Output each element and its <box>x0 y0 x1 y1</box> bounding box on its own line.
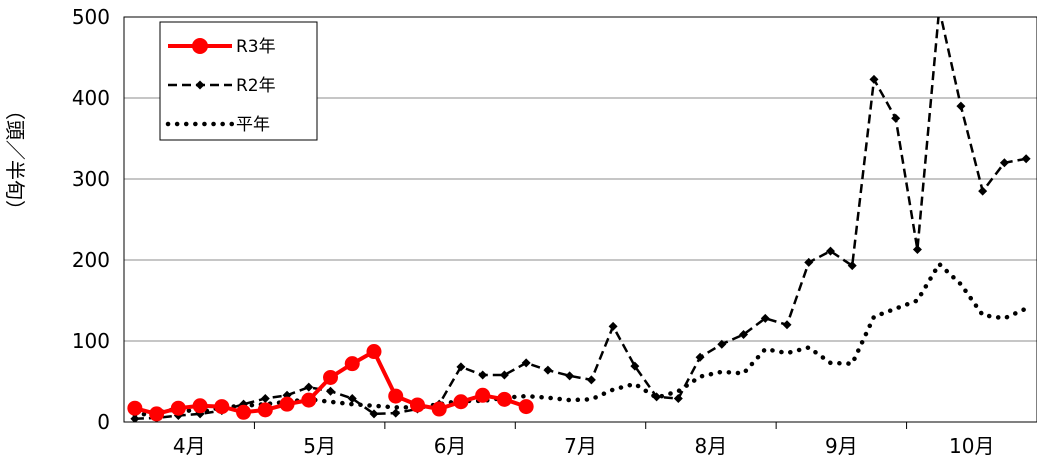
data-point <box>543 365 553 375</box>
plot-frame <box>123 16 1037 423</box>
legend-label: 平年 <box>236 115 270 135</box>
axes: 0 100 200 300 400 500 4月 5月 6月 7月 8月 9月 10月 <box>72 5 995 458</box>
y-tick-label: 0 <box>97 410 110 434</box>
series-line <box>134 17 1027 421</box>
data-point <box>496 391 512 407</box>
data-point <box>475 387 491 403</box>
data-point <box>891 113 901 123</box>
data-point <box>214 399 230 415</box>
data-point <box>518 399 534 415</box>
data-point <box>847 261 857 271</box>
y-tick-label: 200 <box>72 248 110 272</box>
legend-marker <box>192 38 208 54</box>
legend-item: 平年 <box>165 115 270 135</box>
series-R3年 <box>127 344 534 422</box>
legend-marker <box>195 80 205 90</box>
data-point <box>369 409 379 419</box>
data-point <box>630 361 640 371</box>
x-tick-label: 10月 <box>949 434 994 458</box>
data-point <box>717 339 727 349</box>
y-axis-label: （頭／半旬） <box>3 100 27 220</box>
data-point <box>456 362 466 372</box>
data-point <box>673 394 683 404</box>
y-tick-label: 400 <box>72 86 110 110</box>
data-point <box>825 246 835 256</box>
data-point <box>236 404 252 420</box>
y-tick-label: 300 <box>72 167 110 191</box>
data-point <box>260 394 270 404</box>
data-point <box>956 101 966 111</box>
data-point <box>326 386 336 396</box>
x-tick-label: 6月 <box>434 434 467 458</box>
data-point <box>170 400 186 416</box>
data-point <box>304 382 314 392</box>
data-point <box>127 400 143 416</box>
legend-item: R2年 <box>168 76 276 96</box>
series-line <box>132 261 1029 418</box>
x-tick-label: 9月 <box>825 434 858 458</box>
data-point <box>782 320 792 330</box>
data-point <box>608 321 618 331</box>
data-point <box>431 401 447 417</box>
data-point <box>869 74 879 84</box>
data-point <box>1021 154 1031 164</box>
data-point <box>978 186 988 196</box>
x-tick-label: 5月 <box>303 434 336 458</box>
data-point <box>586 375 596 385</box>
data-point <box>760 313 770 323</box>
data-point <box>192 398 208 414</box>
data-point <box>301 392 317 408</box>
legend-label: R3年 <box>236 37 276 57</box>
y-tick-label: 100 <box>72 329 110 353</box>
data-point <box>391 408 401 418</box>
data-point <box>279 396 295 412</box>
legend-label: R2年 <box>236 76 276 96</box>
data-point <box>323 369 339 385</box>
data-point <box>739 330 749 340</box>
data-point <box>257 402 273 418</box>
data-point <box>912 244 922 254</box>
data-point <box>565 371 575 381</box>
data-point <box>388 388 404 404</box>
data-point <box>347 394 357 404</box>
data-point <box>149 406 165 422</box>
series-平年 <box>132 261 1029 418</box>
legend-box <box>159 21 318 141</box>
data-point <box>935 4 944 13</box>
data-point <box>695 352 705 362</box>
series-layer <box>127 4 1031 422</box>
data-point <box>344 356 360 372</box>
data-point <box>366 344 382 360</box>
data-point <box>499 370 509 380</box>
data-point <box>130 414 140 422</box>
data-point <box>521 358 531 368</box>
legend-item: R3年 <box>168 37 276 57</box>
data-point <box>409 397 425 413</box>
x-tick-label: 7月 <box>564 434 597 458</box>
y-tick-label: 500 <box>72 5 110 29</box>
data-point <box>652 392 662 402</box>
x-tick-label: 4月 <box>173 434 206 458</box>
x-tick-label: 8月 <box>695 434 728 458</box>
data-point <box>478 370 488 380</box>
data-point <box>804 257 814 267</box>
data-point <box>453 394 469 410</box>
data-point <box>999 158 1009 168</box>
